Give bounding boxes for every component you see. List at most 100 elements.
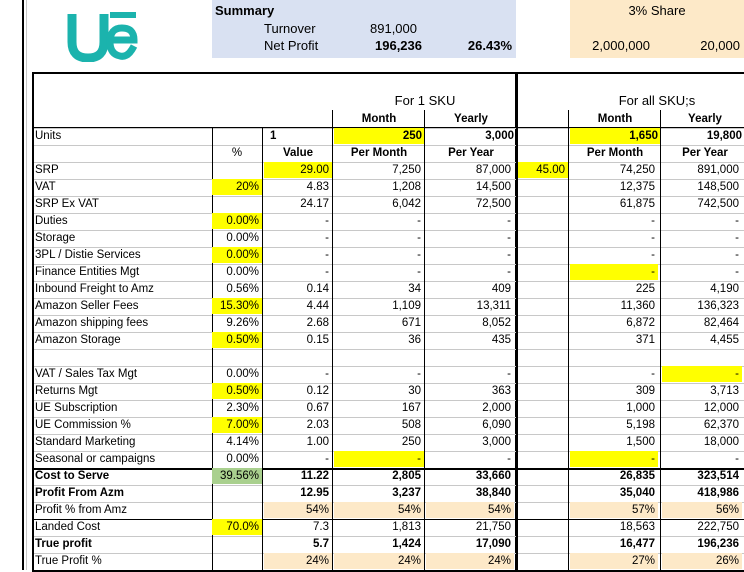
cell-val[interactable]: 5.7 [313, 538, 329, 550]
cell-py[interactable]: 14,500 [475, 181, 511, 193]
cell-ay[interactable]: 742,500 [697, 198, 739, 210]
net-profit-value[interactable]: 196,236 [375, 38, 422, 53]
cell-pct[interactable]: 70.0% [212, 519, 262, 535]
cell-ay[interactable]: 82,464 [703, 317, 739, 329]
cell-val[interactable]: 0.15 [306, 334, 329, 346]
cell-am[interactable]: - [651, 232, 655, 244]
cell-py[interactable]: 38,840 [475, 487, 511, 499]
cell-py[interactable]: 6,090 [482, 419, 511, 431]
cell-val[interactable]: 4.44 [306, 300, 329, 312]
cell-val[interactable]: - [325, 453, 329, 465]
cell-am[interactable]: 225 [635, 283, 655, 295]
cell-ay[interactable]: - [735, 453, 739, 465]
cell-py[interactable]: 54% [426, 502, 514, 518]
cell-ay[interactable]: - [735, 249, 739, 261]
cell-py[interactable]: - [507, 266, 511, 278]
cell-py[interactable]: 13,311 [476, 300, 511, 312]
cell-py[interactable]: - [507, 249, 511, 261]
cell-ay[interactable]: - [662, 366, 742, 382]
net-profit-pct[interactable]: 26.43% [467, 38, 512, 53]
units-year[interactable]: 3,000 [485, 130, 514, 142]
cell-val[interactable]: 0.12 [306, 385, 329, 397]
cell-py[interactable]: - [507, 215, 511, 227]
cell-pm[interactable]: 7,250 [392, 164, 421, 176]
cell-val[interactable]: 0.14 [306, 283, 329, 295]
cell-ay[interactable]: 323,514 [697, 470, 739, 482]
cell-py[interactable]: 33,660 [475, 470, 511, 482]
cell-am[interactable]: 74,250 [619, 164, 655, 176]
cell-val[interactable]: 54% [264, 502, 332, 518]
cell-val[interactable]: - [325, 232, 329, 244]
cell-am[interactable]: 1,500 [626, 436, 655, 448]
cell-val[interactable]: - [325, 215, 329, 227]
cell-pct[interactable]: 9.26% [226, 317, 259, 329]
cell-pct[interactable]: 0.50% [212, 332, 262, 348]
cell-am[interactable]: 1,000 [626, 402, 655, 414]
cell-pct[interactable]: 0.00% [226, 232, 259, 244]
cell-pm[interactable]: 250 [401, 436, 421, 448]
cell-ay[interactable]: - [735, 232, 739, 244]
cell-ay[interactable]: 18,000 [703, 436, 739, 448]
cell-pct[interactable]: 0.50% [212, 383, 262, 399]
cell-pm[interactable]: 671 [401, 317, 421, 329]
cell-ay[interactable]: 148,500 [697, 181, 739, 193]
cell-am[interactable]: 6,872 [626, 317, 655, 329]
cell-ay[interactable]: 891,000 [697, 164, 739, 176]
cell-ay[interactable]: 136,323 [697, 300, 739, 312]
cell-val[interactable]: 7.3 [313, 521, 329, 533]
cell-pm[interactable]: 24% [334, 553, 424, 569]
units-month[interactable]: 250 [334, 128, 424, 144]
cell-val[interactable]: 0.67 [306, 402, 329, 414]
cell-pm[interactable]: - [334, 451, 424, 467]
cell-py[interactable]: 409 [491, 283, 511, 295]
cell-val[interactable]: 2.68 [306, 317, 329, 329]
cell-ay[interactable]: 418,986 [697, 487, 739, 499]
cell-py[interactable]: 8,052 [482, 317, 511, 329]
cell-val[interactable]: 2.03 [306, 419, 329, 431]
cell-py[interactable]: 17,090 [475, 538, 511, 550]
cell-pct[interactable]: 0.00% [226, 266, 259, 278]
cell-ay[interactable]: 62,370 [703, 419, 739, 431]
cell-ay[interactable]: - [735, 266, 739, 278]
cell-val[interactable]: 24.17 [300, 198, 329, 210]
cell-am[interactable]: 11,360 [620, 300, 655, 312]
cell-py[interactable]: - [507, 232, 511, 244]
share-value[interactable]: 20,000 [700, 38, 740, 53]
cell-py[interactable]: - [507, 453, 511, 465]
cell-pct[interactable]: 20% [212, 179, 262, 195]
units-all-month[interactable]: 1,650 [570, 128, 660, 144]
cell-ay[interactable]: 4,455 [710, 334, 739, 346]
cell-pm[interactable]: 6,042 [392, 198, 421, 210]
cell-ay[interactable]: 222,750 [697, 521, 739, 533]
cell-py[interactable]: 21,750 [475, 521, 511, 533]
cell-val[interactable]: 29.00 [264, 162, 332, 178]
cell-py[interactable]: 87,000 [475, 164, 511, 176]
cell-pm[interactable]: 167 [401, 402, 421, 414]
cell-pm[interactable]: 36 [408, 334, 421, 346]
cell-pct[interactable]: 2.30% [226, 402, 259, 414]
cell-pm[interactable]: 54% [334, 502, 424, 518]
cell-pct[interactable]: 0.00% [212, 247, 262, 263]
cell-pct[interactable]: 4.14% [226, 436, 259, 448]
cell-py[interactable]: 3,000 [482, 436, 511, 448]
cell-pct[interactable]: 15.30% [212, 298, 262, 314]
cell-am[interactable]: - [570, 451, 658, 467]
cell-val[interactable]: - [325, 266, 329, 278]
cell-val[interactable]: 24% [264, 553, 332, 569]
cell-pm[interactable]: 1,109 [392, 300, 421, 312]
cell-pm[interactable]: 1,424 [392, 538, 421, 550]
turnover-value[interactable]: 891,000 [370, 21, 417, 36]
cell-pct[interactable]: 7.00% [212, 417, 262, 433]
cell-pct[interactable]: 0.00% [226, 453, 259, 465]
cell-am[interactable]: - [651, 368, 655, 380]
cell-pm[interactable]: 34 [408, 283, 421, 295]
cell-val[interactable]: 1.00 [306, 436, 329, 448]
units-all-year[interactable]: 19,800 [706, 130, 742, 142]
cell-am[interactable]: 371 [635, 334, 655, 346]
cell-val[interactable]: 12.95 [300, 487, 329, 499]
cell-am[interactable]: - [651, 215, 655, 227]
cell-py[interactable]: 24% [426, 553, 514, 569]
share-total[interactable]: 2,000,000 [592, 38, 650, 53]
cell-val[interactable]: 11.22 [300, 470, 329, 482]
cell-am[interactable]: - [570, 264, 658, 280]
